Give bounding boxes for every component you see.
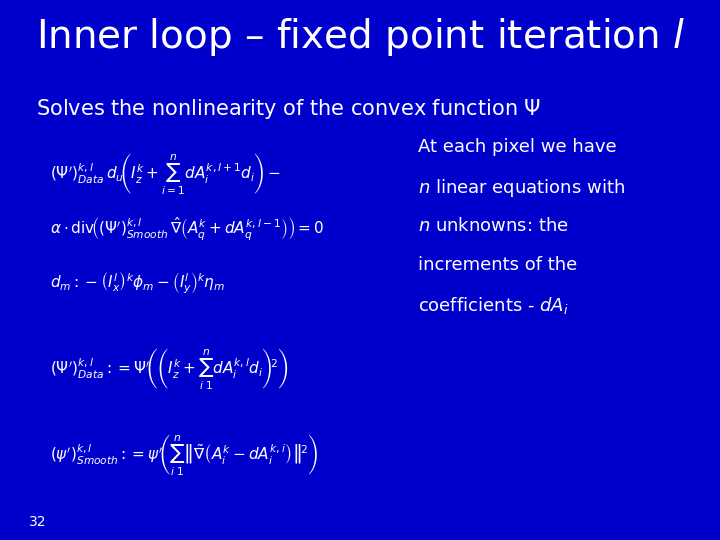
Text: 32: 32: [29, 515, 46, 529]
Text: $\alpha \cdot \mathrm{div}\!\left((\Psi')^{k,l}_{Smooth}\, \hat{\nabla}\left(A^k: $\alpha \cdot \mathrm{div}\!\left((\Psi'…: [50, 216, 325, 244]
Text: $(\psi')^{k,l}_{Smooth} := \psi'\!\left(\sum_{i\;1}^{n}\left\|\tilde{\nabla}\lef: $(\psi')^{k,l}_{Smooth} := \psi'\!\left(…: [50, 432, 319, 477]
Text: Solves the nonlinearity of the convex function $\Psi$: Solves the nonlinearity of the convex fu…: [36, 97, 541, 121]
Text: $d_m :- \left(I^l_x\right)^k \phi_m - \left(I^l_y\right)^k \eta_m$: $d_m :- \left(I^l_x\right)^k \phi_m - \l…: [50, 270, 225, 296]
Text: Inner loop – fixed point iteration $l$: Inner loop – fixed point iteration $l$: [36, 16, 685, 58]
Text: $n$ unknowns: the: $n$ unknowns: the: [418, 217, 568, 234]
Text: $n$ linear equations with: $n$ linear equations with: [418, 177, 624, 199]
Text: $(\Psi')^{k,l}_{Data}\, d_u\!\left(I^k_z + \sum_{i=1}^{n} dA^{k,l+1}_i d_i\right: $(\Psi')^{k,l}_{Data}\, d_u\!\left(I^k_z…: [50, 151, 281, 196]
Text: coefficients - $dA_i$: coefficients - $dA_i$: [418, 295, 568, 316]
Text: At each pixel we have: At each pixel we have: [418, 138, 616, 156]
Text: increments of the: increments of the: [418, 256, 577, 274]
Text: $(\Psi')^{k,l}_{Data} := \Psi'\!\left(\left(I^k_z + \sum_{i\;1}^{n} dA^{k,l}_i d: $(\Psi')^{k,l}_{Data} := \Psi'\!\left(\l…: [50, 346, 289, 390]
